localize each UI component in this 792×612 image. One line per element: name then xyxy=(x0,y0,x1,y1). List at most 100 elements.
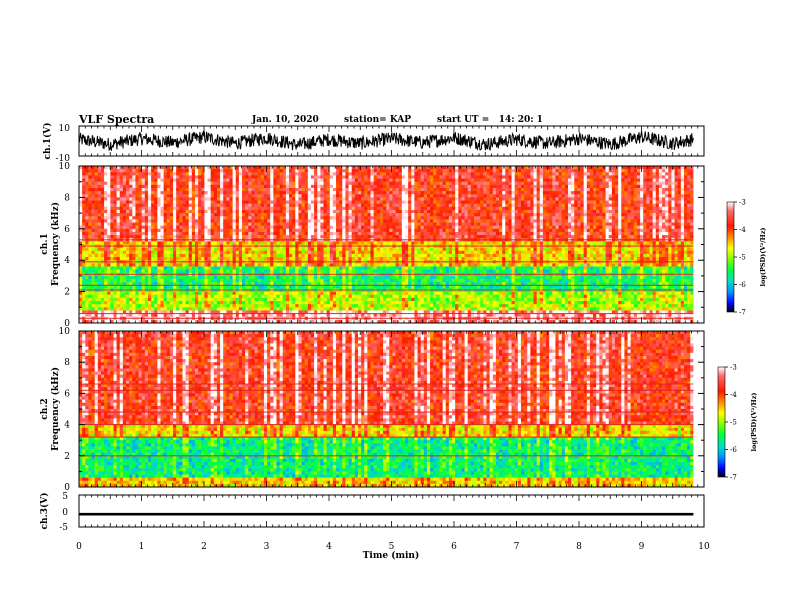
spectrogram-cell xyxy=(323,175,328,179)
spectrogram-cell xyxy=(577,181,581,186)
spectrogram-cell xyxy=(342,222,346,227)
spectrogram-cell xyxy=(357,216,362,220)
spectrogram-cell xyxy=(455,228,459,233)
spectrogram-cell xyxy=(398,187,403,192)
spectrogram-cell xyxy=(82,213,86,217)
spectrogram-cell xyxy=(542,200,547,205)
spectrogram-cell xyxy=(555,197,559,201)
spectrogram-cell xyxy=(571,200,575,205)
spectrogram-cell xyxy=(216,191,221,195)
spectrogram-cell xyxy=(401,178,406,183)
spectrogram-cell xyxy=(533,191,538,195)
spectrogram-cell xyxy=(539,225,544,230)
spectrogram-cell xyxy=(110,194,114,198)
spectrogram-cell xyxy=(643,225,647,230)
spectrogram-cell xyxy=(480,184,484,189)
spectrogram-cell xyxy=(458,235,462,239)
spectrogram-cell xyxy=(151,194,155,198)
spectrogram-cell xyxy=(473,184,478,189)
spectrogram-cell xyxy=(621,187,625,192)
spectrogram-cell xyxy=(79,200,83,205)
spectrogram-cell xyxy=(561,216,566,220)
spectrogram-cell xyxy=(82,175,86,179)
spectrogram-cell xyxy=(571,203,575,208)
spectrogram-cell xyxy=(339,184,343,189)
spectrogram-cell xyxy=(420,184,425,189)
spectrogram-cell xyxy=(674,172,679,176)
spectrogram-cell xyxy=(273,166,277,170)
spectrogram-cell xyxy=(618,191,622,195)
spectrogram-cell xyxy=(279,219,284,223)
spectrogram-cell xyxy=(580,231,585,236)
spectrogram-cell xyxy=(310,181,315,186)
spectrogram-cell xyxy=(242,172,246,176)
spectrogram-cell xyxy=(119,225,124,230)
spectrogram-cell xyxy=(351,222,356,227)
spectrogram-cell xyxy=(492,235,497,239)
spectrogram-cell xyxy=(436,231,440,236)
spectrogram-cell xyxy=(683,191,688,195)
spectrogram-cell xyxy=(589,200,594,205)
spectrogram-cell xyxy=(426,200,431,205)
spectrogram-cell xyxy=(226,166,230,170)
spectrogram-cell xyxy=(524,175,528,179)
spectrogram-cell xyxy=(658,187,663,192)
spectrogram-cell xyxy=(361,194,365,198)
spectrogram-cell xyxy=(210,200,215,205)
spectrogram-cell xyxy=(646,209,650,214)
spectrogram-cell xyxy=(549,225,553,230)
spectrogram-cell xyxy=(79,172,83,176)
spectrogram-cell xyxy=(298,209,302,214)
spectrogram-cell xyxy=(367,184,371,189)
spectrogram-cell xyxy=(357,241,362,245)
spectrogram-cell xyxy=(163,166,168,170)
spectrogram-cell xyxy=(94,172,99,176)
spectrogram-cell xyxy=(282,169,287,173)
spectrogram-cell xyxy=(674,175,679,179)
spectrogram-cell xyxy=(477,219,481,223)
spectrogram-cell xyxy=(317,194,321,198)
spectrogram-cell xyxy=(640,235,644,239)
spectrogram-cell xyxy=(674,213,679,217)
spectrogram-cell xyxy=(88,209,92,214)
spectrogram-cell xyxy=(354,169,359,173)
spectrogram-cell xyxy=(690,169,694,173)
spectrogram-cell xyxy=(420,228,425,233)
spectrogram-cell xyxy=(223,175,227,179)
spectrogram-cell xyxy=(310,175,315,179)
spectrogram-cell xyxy=(677,241,682,245)
spectrogram-cell xyxy=(79,178,83,183)
spectrogram-cell xyxy=(470,184,475,189)
spectrogram-cell xyxy=(132,191,136,195)
spectrogram-cell xyxy=(119,200,124,205)
spectrogram-cell xyxy=(539,216,544,220)
spectrogram-cell xyxy=(85,194,89,198)
spectrogram-cell xyxy=(615,231,619,236)
spectrogram-cell xyxy=(646,169,650,173)
spectrogram-cell xyxy=(589,175,594,179)
spectrogram-cell xyxy=(662,222,666,227)
spectrogram-cell xyxy=(436,172,440,176)
spectrogram-cell xyxy=(630,197,635,201)
spectrogram-cell xyxy=(627,169,632,173)
spectrogram-cell xyxy=(593,213,597,217)
spectrogram-cell xyxy=(163,181,168,186)
spectrogram-cell xyxy=(549,206,553,211)
spectrogram-cell xyxy=(542,225,547,230)
spectrogram-cell xyxy=(342,191,346,195)
spectrogram-cell xyxy=(599,235,603,239)
spectrogram-cell xyxy=(110,206,114,211)
spectrogram-cell xyxy=(690,172,694,176)
spectrogram-cell xyxy=(665,172,669,176)
spectrogram-cell xyxy=(627,200,632,205)
spectrogram-cell xyxy=(508,175,512,179)
spectrogram-cell xyxy=(674,166,679,170)
spectrogram-cell xyxy=(455,200,459,205)
spectrogram-cell xyxy=(520,175,525,179)
spectrogram-cell xyxy=(94,241,99,245)
spectrogram-cell xyxy=(129,216,133,220)
spectrogram-cell xyxy=(458,172,462,176)
spectrogram-cell xyxy=(310,203,315,208)
spectrogram-cell xyxy=(163,235,168,239)
spectrogram-cell xyxy=(85,197,89,201)
